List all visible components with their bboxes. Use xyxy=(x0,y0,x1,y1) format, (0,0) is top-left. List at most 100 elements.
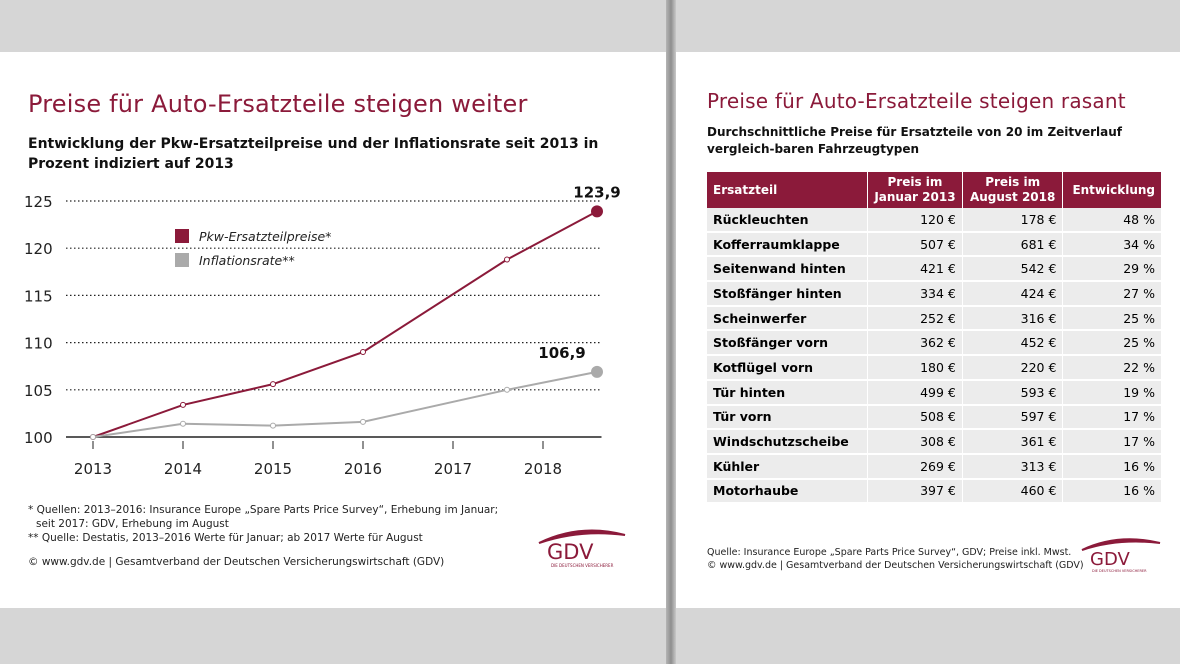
table-cell: 542 € xyxy=(962,256,1064,283)
table-subtitle: Durchschnittliche Preise für Ersatzteile… xyxy=(707,125,1122,156)
legend-swatch xyxy=(175,253,189,267)
table-cell: Tür vorn xyxy=(707,404,869,431)
copyright: © www.gdv.de | Gesamtverband der Deutsch… xyxy=(28,556,445,568)
table-cell: Windschutzscheibe xyxy=(707,429,869,455)
logo: GDV DIE DEUTSCHEN VERSICHERER xyxy=(1081,538,1161,573)
y-tick-label: 125 xyxy=(24,193,53,211)
table-row: Motorhaube 397 €460 €16 % xyxy=(707,478,1162,505)
table-cell: 120 € xyxy=(867,208,963,233)
logo-name: GDV xyxy=(1090,549,1130,570)
footnote: ** Quelle: Destatis, 2013–2016 Werte für… xyxy=(28,532,423,544)
page-fold xyxy=(666,0,676,664)
y-tick-label: 100 xyxy=(24,429,53,447)
chart-panel xyxy=(0,52,666,608)
table-cell: 597 € xyxy=(962,404,1064,431)
table-cell: 362 € xyxy=(867,330,963,357)
table-cell: 29 % xyxy=(1062,256,1162,283)
table-cell: Motorhaube xyxy=(707,478,869,505)
table-cell: 17 % xyxy=(1062,429,1162,455)
table-row: Rückleuchten 120 €178 €48 % xyxy=(707,208,1162,233)
y-tick-label: 120 xyxy=(24,240,53,258)
x-tick-label: 2013 xyxy=(74,460,112,478)
legend-swatch xyxy=(175,229,189,243)
table-row: Kotflügel vorn 180 €220 €22 % xyxy=(707,355,1162,381)
table-row: Kofferraumklappe 507 €681 €34 % xyxy=(707,231,1162,258)
table-cell: 16 % xyxy=(1062,478,1162,505)
point xyxy=(270,422,276,429)
table-cell: Kofferraumklappe xyxy=(707,231,869,258)
table-cell: 508 € xyxy=(867,404,963,431)
table-cell: 308 € xyxy=(867,429,963,455)
series-line xyxy=(92,210,598,438)
table-row: Seitenwand hinten 421 €542 €29 % xyxy=(707,256,1162,283)
copyright: © www.gdv.de | Gesamtverband der Deutsch… xyxy=(707,560,1084,571)
point xyxy=(360,418,366,425)
x-tick-label: 2015 xyxy=(254,460,292,478)
table-cell: 19 % xyxy=(1062,379,1162,406)
logo-tagline: DIE DEUTSCHEN VERSICHERER xyxy=(551,563,614,568)
legend-label: Inflationsrate** xyxy=(199,253,295,268)
point xyxy=(591,205,603,218)
footnote: seit 2017: GDV, Erhebung im August xyxy=(36,518,229,530)
value-label: 106,9 xyxy=(538,344,585,362)
table-cell: 452 € xyxy=(962,330,1064,357)
table-cell: 681 € xyxy=(962,231,1064,258)
point xyxy=(504,386,510,393)
value-label: 123,9 xyxy=(573,183,620,201)
table-cell: 334 € xyxy=(867,281,963,307)
series-line xyxy=(92,370,598,438)
logo-name: GDV xyxy=(547,540,594,564)
table-cell: Rückleuchten xyxy=(707,208,869,233)
header-row: Ersatzteil Preis im Januar 2013 Preis im A… xyxy=(707,172,1162,208)
table-cell: 178 € xyxy=(962,208,1064,233)
table-cell: 25 % xyxy=(1062,305,1162,332)
table-row: Tür vorn 508 €597 €17 % xyxy=(707,404,1162,431)
table-cell: Stoßfänger vorn xyxy=(707,330,869,357)
table-cell: 397 € xyxy=(867,478,963,505)
table-title: Preise für Auto-Ersatzteile steigen rasa… xyxy=(707,89,1126,113)
table-row: Stoßfänger vorn 362 €452 €25 % xyxy=(707,330,1162,357)
header-cell: Preis im August 2018 xyxy=(962,172,1064,208)
table-cell: 22 % xyxy=(1062,355,1162,381)
x-tick-label: 2018 xyxy=(524,460,562,478)
table-cell: 17 % xyxy=(1062,404,1162,431)
table-cell: 316 € xyxy=(962,305,1064,332)
x-tick-label: 2014 xyxy=(164,460,202,478)
table-cell: 220 € xyxy=(962,355,1064,381)
table-cell: Stoßfänger hinten xyxy=(707,281,869,307)
table-cell: 180 € xyxy=(867,355,963,381)
y-tick-label: 115 xyxy=(24,287,53,305)
table-cell: 313 € xyxy=(962,453,1064,480)
legend-label: Pkw-Ersatzteilpreise* xyxy=(199,229,331,244)
logo-tagline: DIE DEUTSCHEN VERSICHERER xyxy=(1092,569,1147,573)
price-table: Ersatzteil Preis im Januar 2013 Preis im A… xyxy=(707,172,1162,505)
table-cell: 27 % xyxy=(1062,281,1162,307)
chart: 100 105 110 115 120 125 2013 2014 2015 2016 2017 20… xyxy=(24,183,621,478)
point xyxy=(270,381,276,388)
header-cell: Entwicklung xyxy=(1062,172,1162,208)
table-cell: 25 % xyxy=(1062,330,1162,357)
table-cell: 499 € xyxy=(867,379,963,406)
table-row: Tür hinten 499 €593 €19 % xyxy=(707,379,1162,406)
logo: GDV DIE DEUTSCHEN VERSICHERER xyxy=(538,529,626,568)
point xyxy=(180,401,186,408)
table-cell: Kotflügel vorn xyxy=(707,355,869,381)
table-cell: 424 € xyxy=(962,281,1064,307)
point xyxy=(180,420,186,427)
table-cell: 48 % xyxy=(1062,208,1162,233)
logo-swoosh xyxy=(1081,538,1161,551)
table-cell: 593 € xyxy=(962,379,1064,406)
table-cell: 361 € xyxy=(962,429,1064,455)
point xyxy=(90,434,96,440)
table-cell: 507 € xyxy=(867,231,963,258)
x-tick-label: 2017 xyxy=(434,460,472,478)
y-tick-label: 110 xyxy=(24,335,53,353)
point xyxy=(504,256,510,263)
table-cell: 252 € xyxy=(867,305,963,332)
y-tick-label: 105 xyxy=(24,382,53,400)
header-cell: Preis im Januar 2013 xyxy=(867,172,963,208)
table-cell: Scheinwerfer xyxy=(707,305,869,332)
table-cell: Tür hinten xyxy=(707,379,869,406)
table-cell: 421 € xyxy=(867,256,963,283)
